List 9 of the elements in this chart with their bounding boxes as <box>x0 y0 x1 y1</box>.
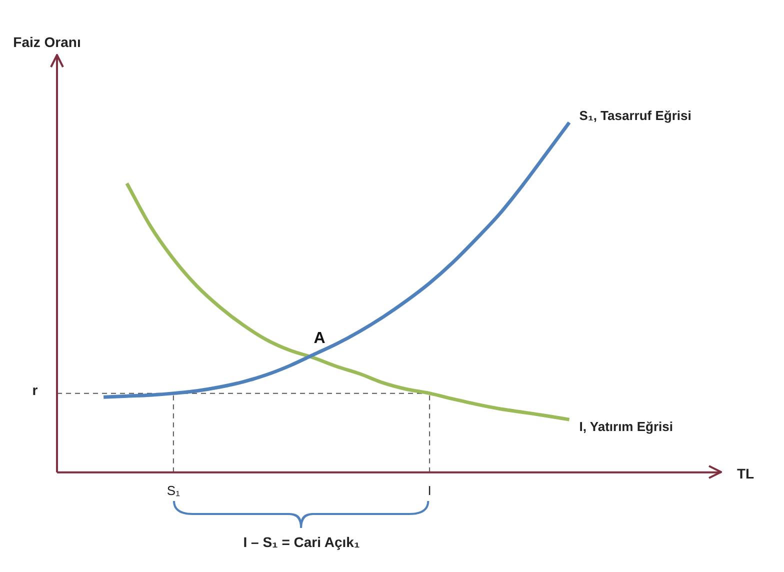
text: I – S₁ = Cari Açık₁ <box>242 534 361 550</box>
x-axis-title: TL <box>737 465 755 482</box>
x-tick-label: I <box>428 482 432 498</box>
ref-line-label: r <box>32 382 38 398</box>
text: Faiz Oranı <box>13 34 81 50</box>
x-tick-label: S₁ <box>166 482 181 498</box>
series-label: S₁, Tasarruf Eğrisi <box>579 108 692 124</box>
series-label: I, Yatırım Eğrisi <box>579 419 673 434</box>
annotation: A <box>314 330 326 347</box>
